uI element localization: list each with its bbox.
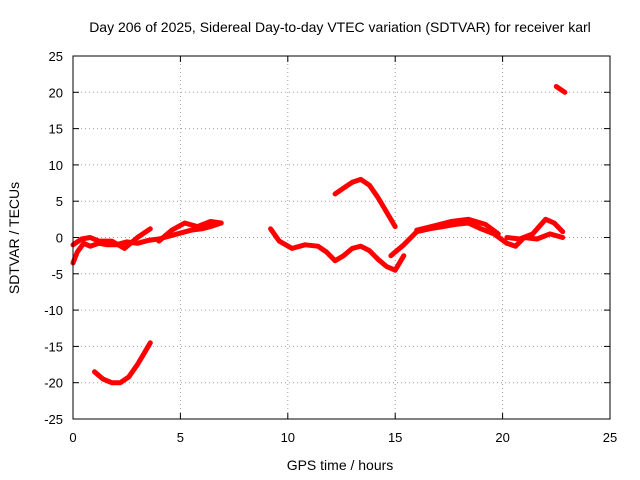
- y-tick-label: 15: [49, 122, 63, 137]
- series-line-arc-3: [156, 219, 224, 244]
- x-tick-label: 15: [388, 430, 402, 445]
- y-tick-label: -10: [44, 303, 63, 318]
- y-tick-label: 25: [49, 49, 63, 64]
- series-line-arc-2: [70, 226, 153, 251]
- y-tick-label: -5: [51, 267, 63, 282]
- y-tick-label: 0: [56, 231, 63, 246]
- y-tick-label: 5: [56, 194, 63, 209]
- y-tick-label: -25: [44, 412, 63, 427]
- y-axis-label: SDTVAR / TECUs: [6, 182, 22, 294]
- data-series: [70, 84, 568, 386]
- chart-title: Day 206 of 2025, Sidereal Day-to-day VTE…: [89, 19, 591, 35]
- axis-ticks: 0 5 10 15 20 25 -25 -20 -15 -10 -5 0 5 10 15 20 25: [44, 49, 617, 445]
- series-line-arc-4: [92, 340, 153, 386]
- x-tick-label: 20: [495, 430, 509, 445]
- x-tick-label: 0: [69, 430, 76, 445]
- y-tick-label: 10: [49, 158, 63, 173]
- series-line-arc-5: [268, 226, 407, 273]
- grid-lines: [73, 56, 610, 419]
- series-line-arc-8: [414, 216, 501, 237]
- series-line-arc-10: [553, 84, 568, 95]
- series-line-arc-1: [70, 220, 224, 266]
- y-tick-label: -15: [44, 339, 63, 354]
- x-tick-label: 10: [281, 430, 295, 445]
- series-line-arc-9: [504, 216, 566, 242]
- x-axis-label: GPS time / hours: [287, 457, 394, 473]
- y-tick-label: -20: [44, 376, 63, 391]
- series-line-arc-6: [332, 176, 398, 230]
- x-tick-label: 25: [603, 430, 617, 445]
- y-tick-label: 20: [49, 85, 63, 100]
- x-tick-label: 5: [177, 430, 184, 445]
